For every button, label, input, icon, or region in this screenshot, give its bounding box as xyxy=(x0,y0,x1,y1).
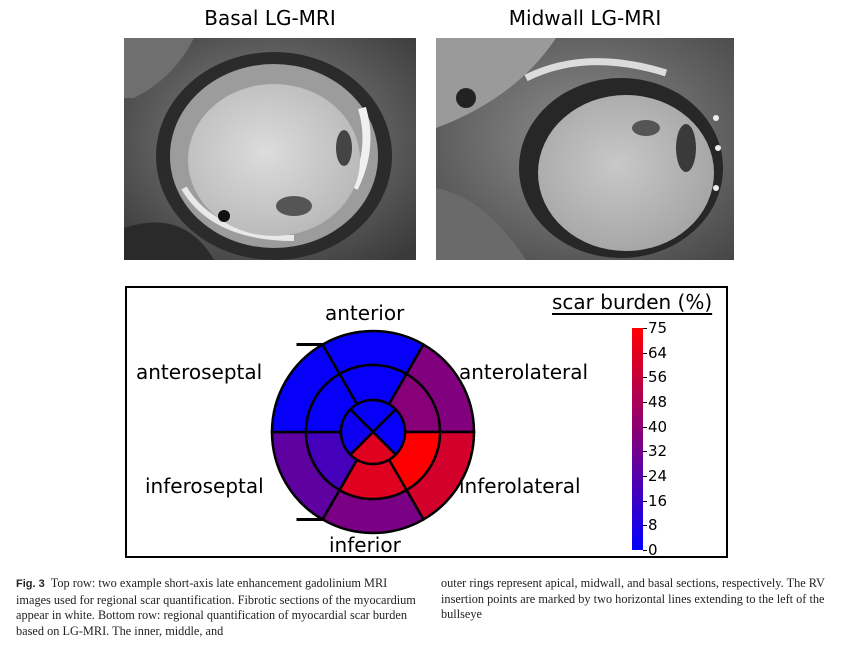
colorbar-tick: 24 xyxy=(643,468,667,484)
midwall-image-title: Midwall LG-MRI xyxy=(508,6,662,30)
midwall-mri-image xyxy=(436,38,734,260)
colorbar-tick: 56 xyxy=(643,369,667,385)
colorbar-tick: 48 xyxy=(643,394,667,410)
label-inferoseptal: inferoseptal xyxy=(145,474,264,498)
colorbar-tick: 0 xyxy=(643,542,658,558)
basal-mri-image xyxy=(124,38,416,260)
label-anteroseptal: anteroseptal xyxy=(136,360,263,384)
colorbar-tick: 75 xyxy=(643,320,667,336)
colorbar-tick: 16 xyxy=(643,493,667,509)
bullseye-panel: anterior anteroseptal anterolateral infe… xyxy=(125,286,728,558)
figure-caption-right: outer rings represent apical, midwall, a… xyxy=(441,576,825,621)
label-anterolateral: anterolateral xyxy=(459,360,589,384)
label-inferior: inferior xyxy=(329,533,401,557)
label-inferolateral: inferolateral xyxy=(459,474,581,498)
colorbar xyxy=(632,328,643,550)
colorbar-title: scar burden (%) xyxy=(552,290,713,314)
figure-label: Fig. 3 xyxy=(16,578,45,590)
caption-text-left: Top row: two example short-axis late enh… xyxy=(16,576,416,638)
colorbar-tick: 40 xyxy=(643,419,667,435)
colorbar-tick: 8 xyxy=(643,517,658,533)
colorbar-tick: 32 xyxy=(643,443,667,459)
basal-image-title: Basal LG-MRI xyxy=(204,6,336,30)
inner-ring-septal-segment xyxy=(339,407,375,457)
colorbar-tick: 64 xyxy=(643,345,667,361)
bullseye-plot xyxy=(270,329,476,535)
label-anterior: anterior xyxy=(325,301,405,325)
figure-caption-left: Fig. 3 Top row: two example short-axis la… xyxy=(16,576,418,639)
